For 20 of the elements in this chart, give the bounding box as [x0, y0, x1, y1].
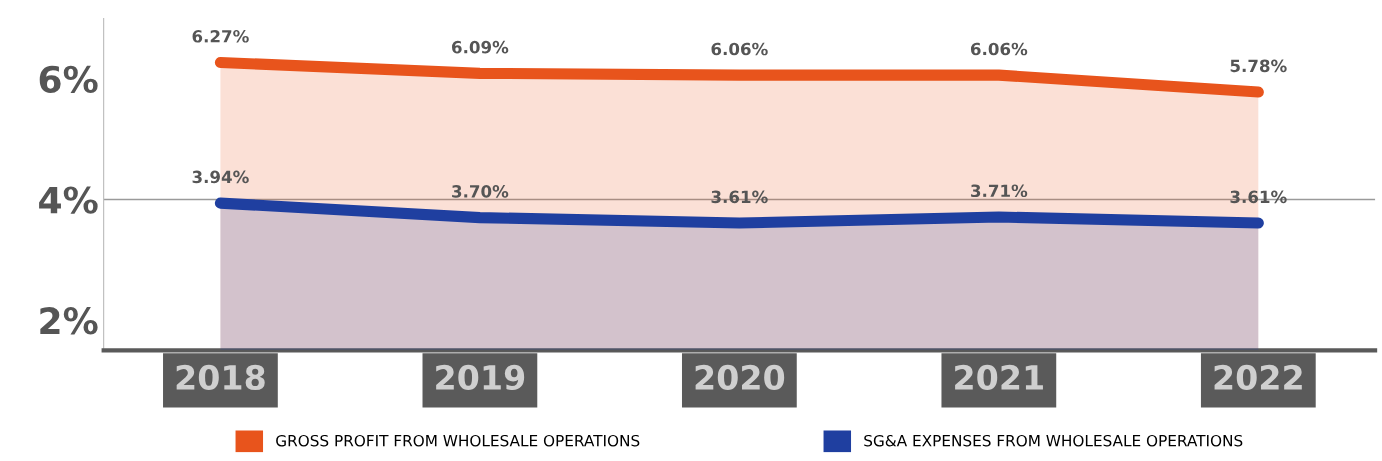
legend-label: SG&A EXPENSES FROM WHOLESALE OPERATIONS — [864, 434, 1243, 447]
data-label: 5.78% — [1230, 59, 1287, 73]
y-tick-label: 2% — [40, 307, 98, 335]
legend-label: GROSS PROFIT FROM WHOLESALE OPERATIONS — [276, 434, 640, 447]
x-tick-label: 2020 — [695, 364, 785, 391]
data-label: 6.27% — [192, 29, 249, 43]
x-tick-label: 2021 — [955, 364, 1043, 391]
data-label: 3.61% — [1230, 190, 1287, 204]
data-label: 3.70% — [452, 185, 509, 198]
y-tick-label: 4% — [39, 186, 98, 214]
data-label: 6.06% — [711, 42, 768, 56]
y-tick-label: 6% — [39, 65, 98, 94]
x-tick-label: 2018 — [176, 364, 265, 391]
data-label: 6.06% — [970, 42, 1028, 56]
data-label: 6.09% — [452, 40, 509, 54]
x-tick-label: 2022 — [1214, 364, 1302, 391]
data-label: 3.61% — [711, 190, 768, 204]
x-tick-label: 2019 — [436, 364, 525, 391]
data-label: 3.94% — [192, 170, 249, 184]
data-label: 3.71% — [971, 184, 1028, 198]
